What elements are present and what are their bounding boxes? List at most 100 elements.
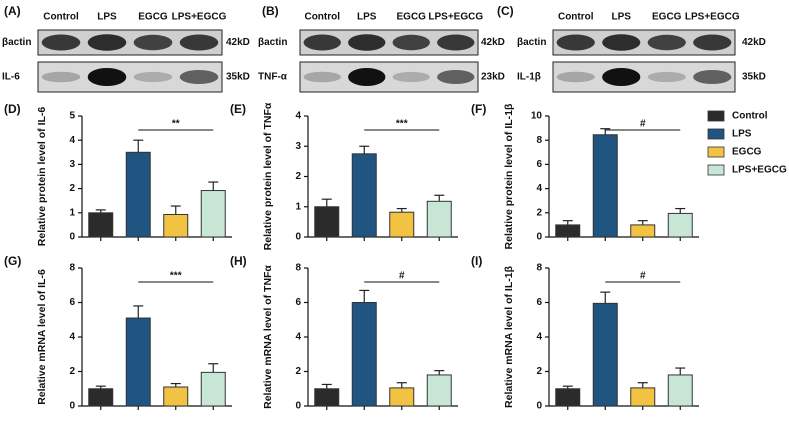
y-tick-label: 1	[69, 207, 75, 218]
bar	[351, 153, 377, 238]
blot-band	[693, 70, 732, 84]
panel-label: (D)	[4, 102, 21, 116]
bar	[314, 388, 340, 407]
y-tick-label: 6	[536, 297, 542, 308]
bar	[163, 386, 189, 407]
legend-label: Control	[732, 111, 768, 122]
legend-swatch	[707, 164, 725, 176]
bar	[88, 212, 114, 238]
blot-band	[348, 34, 386, 51]
blot-band	[133, 34, 173, 51]
y-tick-label: 0	[536, 232, 542, 243]
y-axis-title: Relative protein level of IL-6	[36, 107, 48, 247]
blot-band	[693, 34, 732, 51]
y-tick-label: 3	[295, 141, 301, 152]
legend-label: LPS+EGCG	[732, 165, 787, 176]
y-axis-title: Relative mRNA level of TNFα	[262, 265, 274, 409]
y-tick-label: 2	[536, 207, 542, 218]
y-axis-title: Relative protein level of TNFα	[262, 102, 274, 250]
y-tick-label: 8	[536, 263, 542, 274]
y-tick-label: 2	[69, 366, 75, 377]
y-tick-label: 4	[69, 332, 75, 343]
bar	[630, 387, 656, 407]
bar	[389, 387, 415, 407]
bar	[389, 211, 415, 238]
lane-label: Control	[43, 12, 79, 23]
significance-label: #	[640, 119, 646, 130]
lane-label: LPS	[97, 12, 117, 23]
y-tick-label: 4	[536, 183, 542, 194]
y-tick-label: 5	[69, 111, 75, 122]
bar	[125, 317, 151, 407]
y-axis-title: Relative mRNA level of IL-1β	[503, 265, 515, 408]
row-label: IL-6	[2, 72, 20, 83]
y-tick-label: 2	[536, 366, 542, 377]
size-label: 42kD	[226, 37, 250, 48]
y-tick-label: 2	[295, 171, 301, 182]
blot-band	[392, 71, 430, 83]
panel-label: (G)	[4, 254, 21, 268]
row-label: βactin	[517, 37, 546, 48]
y-tick-label: 8	[69, 263, 75, 274]
blot-band	[133, 71, 173, 83]
blot-band	[303, 71, 341, 83]
lane-label: EGCG	[138, 12, 168, 23]
y-tick-label: 4	[69, 135, 75, 146]
blot-band	[602, 68, 641, 86]
y-tick-label: 2	[295, 366, 301, 377]
bar	[351, 302, 377, 407]
blot-band	[87, 68, 127, 86]
significance-label: #	[640, 271, 646, 282]
blot-band	[647, 71, 686, 83]
size-label: 42kD	[742, 37, 766, 48]
lane-label: LPS+EGCG	[428, 12, 483, 23]
bar	[125, 151, 151, 238]
row-label: βactin	[2, 37, 31, 48]
legend-label: LPS	[732, 129, 752, 140]
y-tick-label: 0	[536, 401, 542, 412]
y-tick-label: 0	[295, 232, 301, 243]
row-label: βactin	[258, 37, 287, 48]
y-tick-label: 0	[69, 401, 75, 412]
panel-label: (E)	[230, 102, 246, 116]
size-label: 35kD	[742, 72, 766, 83]
y-axis-title: Relative mRNA level of IL-6	[36, 269, 48, 405]
significance-label: ***	[396, 119, 408, 130]
blot-band	[556, 34, 595, 51]
size-label: 35kD	[226, 72, 250, 83]
blot-band	[392, 34, 430, 51]
blot-band	[556, 71, 595, 83]
bar	[667, 212, 693, 238]
blot-band	[348, 68, 386, 86]
legend-label: EGCG	[732, 147, 762, 158]
y-tick-label: 0	[69, 232, 75, 243]
panel-label: (H)	[230, 254, 247, 268]
size-label: 23kD	[481, 72, 505, 83]
blot-band	[179, 70, 219, 84]
blot-band	[41, 34, 81, 51]
panel-label: (C)	[497, 4, 514, 18]
row-label: TNF-α	[258, 72, 288, 83]
y-tick-label: 8	[295, 263, 301, 274]
bar	[592, 302, 618, 407]
y-tick-label: 6	[536, 159, 542, 170]
bar	[555, 388, 581, 407]
lane-label: LPS+EGCG	[685, 12, 740, 23]
panel-label: (F)	[471, 102, 486, 116]
y-tick-label: 4	[295, 332, 301, 343]
lane-label: EGCG	[652, 12, 682, 23]
legend-swatch	[707, 110, 725, 122]
panel-label: (B)	[262, 4, 279, 18]
blot-band	[303, 34, 341, 51]
bar	[630, 224, 656, 238]
y-tick-label: 6	[69, 297, 75, 308]
lane-label: LPS	[357, 12, 377, 23]
size-label: 42kD	[481, 37, 505, 48]
y-tick-label: 2	[69, 183, 75, 194]
lane-label: Control	[558, 12, 594, 23]
bar	[555, 224, 581, 238]
lane-label: Control	[304, 12, 340, 23]
bar	[426, 374, 452, 407]
